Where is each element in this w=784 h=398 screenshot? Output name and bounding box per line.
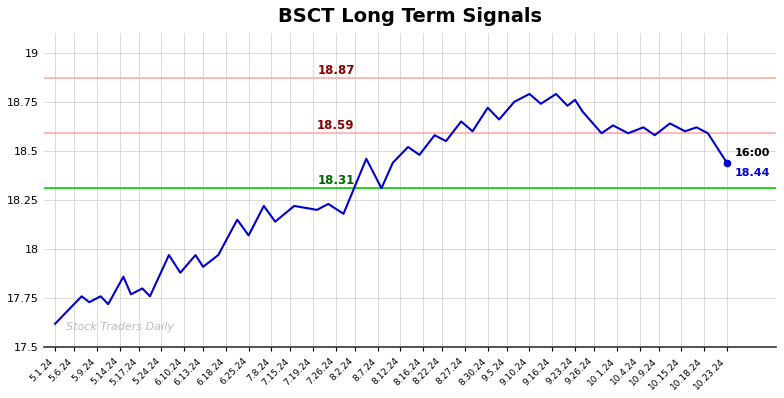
Text: 18.59: 18.59 — [318, 119, 354, 132]
Text: 16:00: 16:00 — [735, 148, 770, 158]
Title: BSCT Long Term Signals: BSCT Long Term Signals — [278, 7, 542, 26]
Text: 18.87: 18.87 — [318, 64, 354, 77]
Text: 18.44: 18.44 — [735, 168, 770, 178]
Text: Stock Traders Daily: Stock Traders Daily — [66, 322, 173, 332]
Text: 18.31: 18.31 — [318, 174, 354, 187]
